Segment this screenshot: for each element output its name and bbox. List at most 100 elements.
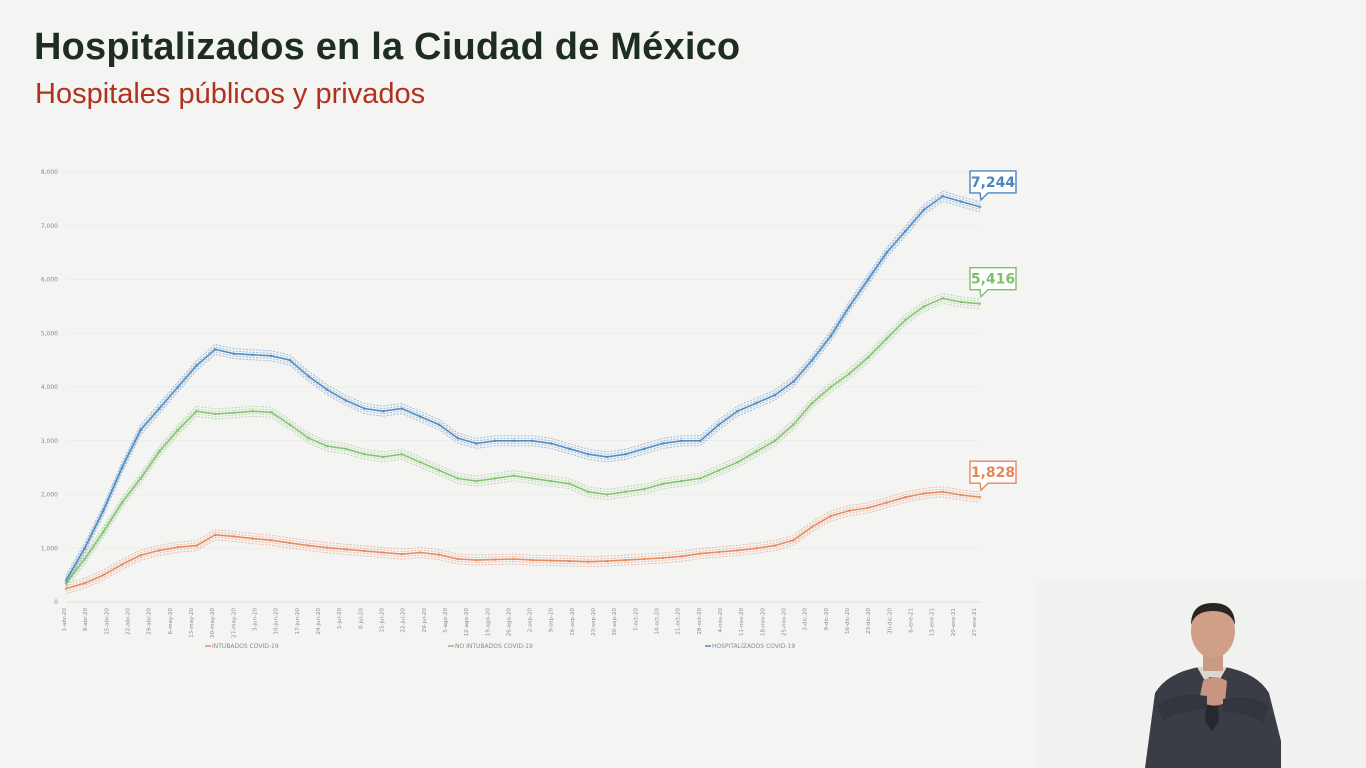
data-point <box>381 455 385 459</box>
data-point <box>586 490 590 494</box>
callout-label: 5,416 <box>971 272 1015 288</box>
data-point <box>885 501 889 504</box>
data-point <box>661 442 665 445</box>
callout-intubados-covid-19: 1,828 <box>969 460 1017 492</box>
data-point <box>531 439 534 443</box>
data-point <box>829 385 833 389</box>
x-tick-label: 24-jun-20 <box>316 608 322 635</box>
series-3 <box>64 190 982 586</box>
x-tick-label: 19-ago-20 <box>485 608 491 637</box>
data-point <box>139 477 142 480</box>
data-point <box>698 552 702 555</box>
sign-language-interpreter-icon <box>1037 581 1366 768</box>
data-point <box>139 428 142 432</box>
data-point <box>475 479 478 483</box>
data-point <box>736 549 739 552</box>
data-point <box>754 450 758 453</box>
data-point <box>64 579 68 582</box>
data-point <box>568 559 571 563</box>
x-tick-label: 13-may-20 <box>189 608 195 638</box>
x-tick-label: 21-oct-20 <box>676 608 682 635</box>
data-point <box>605 559 609 563</box>
data-point <box>251 409 254 413</box>
y-tick-label: 5,000 <box>41 330 58 337</box>
data-point <box>773 544 777 547</box>
data-point <box>437 553 441 556</box>
data-point <box>531 558 534 562</box>
data-point <box>904 229 907 233</box>
chart-legend: INTUBADOS COVID-19 NO INTUBADOS COVID-19 H… <box>205 643 795 650</box>
data-point <box>885 337 889 340</box>
series-1 <box>64 486 982 595</box>
series-line <box>65 490 981 590</box>
data-point <box>475 442 478 445</box>
data-point <box>419 460 422 464</box>
x-tick-label: 14-oct-20 <box>655 608 661 635</box>
callout-box <box>969 266 1017 299</box>
x-tick-label: 16-dic-20 <box>845 608 851 635</box>
x-tick-label: 8-jul-20 <box>358 608 364 630</box>
data-point <box>102 573 105 577</box>
data-point <box>866 278 870 281</box>
data-point <box>195 364 198 367</box>
data-point <box>531 477 534 480</box>
data-point <box>400 452 404 456</box>
data-point <box>456 436 460 440</box>
x-tick-label: 15-abr-20 <box>104 608 110 635</box>
x-tick-label: 17-jun-20 <box>295 608 301 635</box>
data-point <box>773 393 777 397</box>
data-point <box>456 557 460 561</box>
data-point <box>680 479 683 483</box>
data-point <box>381 551 385 554</box>
data-point <box>288 423 292 426</box>
data-point <box>568 482 571 486</box>
data-point <box>810 401 814 405</box>
data-point <box>363 452 366 456</box>
data-point <box>102 509 105 512</box>
data-point <box>176 428 180 432</box>
data-point <box>120 501 124 504</box>
callout-label: 7,244 <box>971 175 1016 191</box>
legend-label: HOSPITALIZADOS COVID-19 <box>712 643 795 650</box>
chart-axes: 0 1,000 2,000 3,000 4,000 5,000 6,000 7,000 8,00… <box>41 169 980 638</box>
data-point <box>848 372 851 375</box>
y-tick-label: 4,000 <box>41 384 58 391</box>
data-point <box>195 409 198 413</box>
legend-label: NO INTUBADOS COVID-19 <box>455 643 533 650</box>
x-tick-label: 22-jul-20 <box>401 608 407 633</box>
data-point <box>344 548 348 551</box>
x-tick-label: 30-sep-20 <box>612 608 618 636</box>
data-point <box>549 559 553 562</box>
data-point <box>586 560 590 563</box>
y-tick-label: 7,000 <box>41 223 58 230</box>
data-point <box>922 208 926 211</box>
data-point <box>642 447 646 451</box>
data-point <box>195 544 198 547</box>
callout-box <box>969 460 1017 492</box>
data-point <box>325 546 329 550</box>
data-point <box>437 423 441 426</box>
data-point <box>624 452 627 456</box>
page-title: Hospitalizados en la Ciudad de México <box>34 26 741 68</box>
x-tick-label: 8-abr-20 <box>83 608 89 632</box>
callout-label: 1,828 <box>971 465 1015 481</box>
data-point <box>698 477 702 480</box>
legend-label: INTUBADOS COVID-19 <box>212 643 279 650</box>
data-point <box>493 558 497 561</box>
data-point <box>568 447 571 451</box>
data-point <box>978 302 982 305</box>
legend-item: HOSPITALIZADOS COVID-19 <box>705 643 795 650</box>
data-point <box>586 452 590 456</box>
series-line <box>65 302 981 589</box>
data-point <box>624 490 627 494</box>
y-tick-label: 8,000 <box>41 169 58 176</box>
data-point <box>512 557 515 561</box>
series-2 <box>64 292 982 589</box>
data-point <box>325 388 329 391</box>
x-tick-label: 27-ene-21 <box>972 608 978 636</box>
data-point <box>829 514 833 518</box>
series-line <box>65 190 981 576</box>
data-point <box>978 495 982 499</box>
interpreter-video-panel <box>1037 581 1366 768</box>
data-point <box>475 558 478 562</box>
